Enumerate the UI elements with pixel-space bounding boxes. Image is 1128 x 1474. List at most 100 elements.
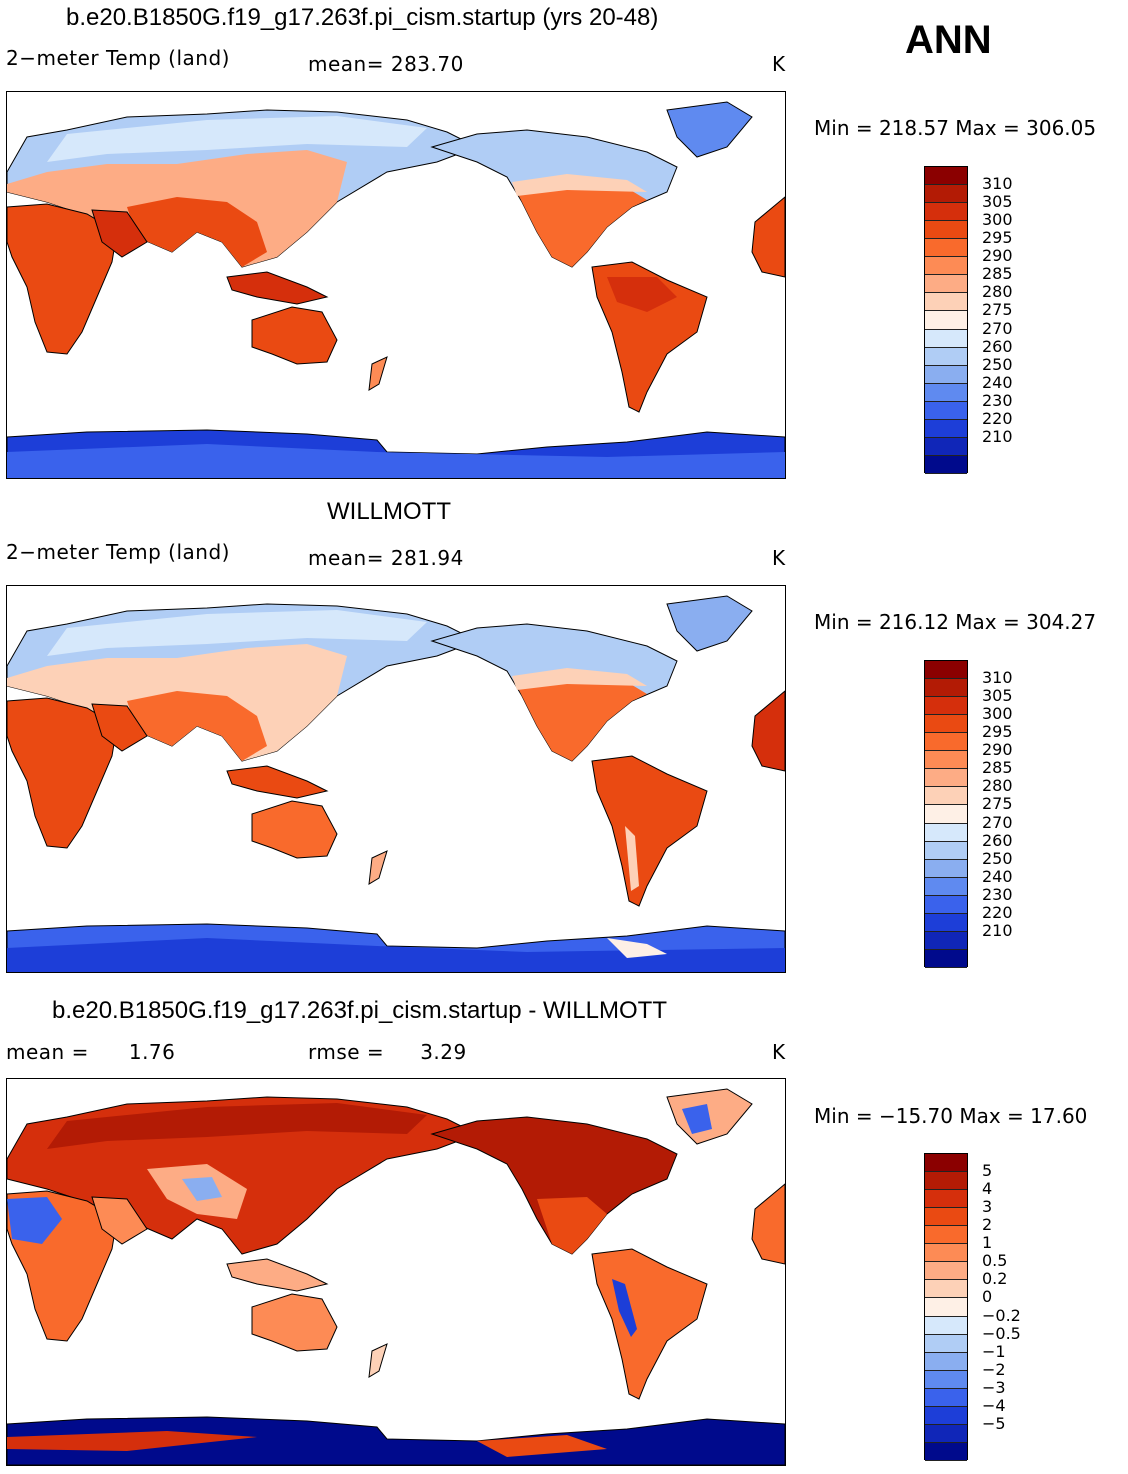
arabia-landmass	[91, 703, 148, 752]
colorbar-swatch	[925, 1352, 967, 1371]
antarctica-coast	[7, 444, 785, 478]
colorbar-tick-label: 285	[982, 758, 1013, 778]
panel-2-map-svg	[7, 595, 785, 972]
colorbar-swatch	[925, 1226, 967, 1245]
panel-1-mean: mean= 283.70	[308, 52, 464, 76]
maritime-continent	[226, 271, 329, 305]
africa-west-edge	[751, 1183, 785, 1265]
colorbar-tick-label: −5	[982, 1413, 1006, 1433]
south-america-landmass	[591, 755, 708, 907]
north-america-mid	[512, 668, 647, 690]
greenland-landmass	[666, 595, 753, 652]
new-zealand	[368, 1343, 388, 1378]
panel-3-colorbar	[924, 1153, 968, 1461]
colorbar-tick-label: 295	[982, 722, 1013, 742]
australia-landmass	[251, 1293, 338, 1352]
colorbar-tick-label: 310	[982, 174, 1013, 194]
colorbar-tick-label: 0.5	[982, 1251, 1008, 1271]
colorbar-swatch	[925, 1262, 967, 1281]
colorbar-swatch	[925, 257, 967, 276]
colorbar-swatch	[925, 1388, 967, 1407]
colorbar-swatch	[925, 1154, 967, 1173]
colorbar-swatch	[925, 805, 967, 824]
colorbar-swatch	[925, 383, 967, 402]
colorbar-tick-label: 280	[982, 776, 1013, 796]
panel-3-rmse-value: 3.29	[420, 1040, 467, 1064]
colorbar-tick-label: 310	[982, 668, 1013, 688]
colorbar-swatch	[925, 715, 967, 734]
colorbar-tick-label: 250	[982, 848, 1013, 868]
colorbar-swatch	[925, 841, 967, 860]
panel-2-minmax: Min = 216.12 Max = 304.27	[814, 610, 1097, 634]
colorbar-swatch	[925, 203, 967, 222]
season-label: ANN	[905, 18, 992, 62]
panel-3-rmse-label: rmse =	[308, 1040, 385, 1064]
panel-1-units: K	[772, 52, 786, 76]
colorbar-tick-label: 280	[982, 282, 1013, 302]
north-america-south	[537, 1197, 607, 1254]
colorbar-swatch	[925, 895, 967, 914]
panel-3-units: K	[772, 1040, 786, 1064]
colorbar-tick-label: 210	[982, 426, 1013, 446]
colorbar-swatch	[925, 913, 967, 932]
panel-3-mean: mean = 1.76	[6, 1040, 175, 1064]
colorbar-swatch	[925, 311, 967, 330]
antarctic-peninsula-white	[607, 938, 667, 958]
colorbar-swatch	[925, 823, 967, 842]
colorbar-swatch	[925, 1298, 967, 1317]
panel-2-map	[6, 585, 786, 973]
amazon-hot	[607, 277, 677, 312]
siberia-band	[47, 610, 427, 656]
colorbar-swatch	[925, 365, 967, 384]
colorbar-swatch	[925, 679, 967, 698]
maritime-continent	[226, 765, 329, 799]
colorbar-tick-label: −1	[982, 1341, 1006, 1361]
colorbar-swatch	[925, 293, 967, 312]
siberia-warm	[47, 1103, 427, 1149]
colorbar-tick-label: 0	[982, 1287, 993, 1307]
asia-warm-core	[127, 197, 267, 267]
panel-1-colorbar	[924, 166, 968, 474]
arabia-landmass	[91, 1196, 148, 1245]
colorbar-tick-label: 275	[982, 300, 1013, 320]
asia-cool-patch	[182, 1177, 222, 1201]
panel-1-mean-value: 283.70	[390, 52, 464, 76]
colorbar-tick-label: 0.2	[982, 1269, 1008, 1289]
colorbar-tick-label: 220	[982, 408, 1013, 428]
colorbar-swatch	[925, 167, 967, 186]
colorbar-tick-label: −3	[982, 1377, 1006, 1397]
colorbar-tick-label: 300	[982, 210, 1013, 230]
panel-2-variable: 2−meter Temp (land)	[6, 540, 230, 564]
australia-landmass	[251, 800, 338, 859]
colorbar-swatch	[925, 877, 967, 896]
colorbar-swatch	[925, 1190, 967, 1209]
panel-3-mean-label: mean =	[6, 1040, 89, 1064]
colorbar-swatch	[925, 1172, 967, 1191]
panel-3-title: b.e20.B1850G.f19_g17.263f.pi_cism.startu…	[52, 997, 667, 1024]
colorbar-tick-label: 290	[982, 246, 1013, 266]
colorbar-swatch	[925, 859, 967, 878]
colorbar-tick-label: 305	[982, 192, 1013, 212]
colorbar-swatch	[925, 769, 967, 788]
greenland-cool	[682, 1104, 712, 1134]
colorbar-tick-label: 210	[982, 920, 1013, 940]
colorbar-swatch	[925, 437, 967, 456]
colorbar-swatch	[925, 401, 967, 420]
panel-3-rmse: rmse = 3.29	[308, 1040, 467, 1064]
colorbar-tick-label: 270	[982, 318, 1013, 338]
maritime-continent	[226, 1258, 329, 1292]
colorbar-swatch	[925, 419, 967, 438]
panel-3-map	[6, 1078, 786, 1466]
colorbar-tick-label: −2	[982, 1359, 1006, 1379]
colorbar-tick-label: 1	[982, 1233, 993, 1253]
colorbar-tick-label: 300	[982, 704, 1013, 724]
colorbar-swatch	[925, 221, 967, 240]
colorbar-swatch	[925, 1208, 967, 1227]
colorbar-tick-label: −0.2	[982, 1305, 1021, 1325]
panel-1-variable: 2−meter Temp (land)	[6, 46, 230, 70]
colorbar-swatch	[925, 185, 967, 204]
greenland-landmass	[666, 101, 753, 158]
panel-3-minmax: Min = −15.70 Max = 17.60	[814, 1104, 1088, 1128]
arabia-landmass	[91, 209, 148, 258]
asia-warm-core	[127, 691, 267, 761]
